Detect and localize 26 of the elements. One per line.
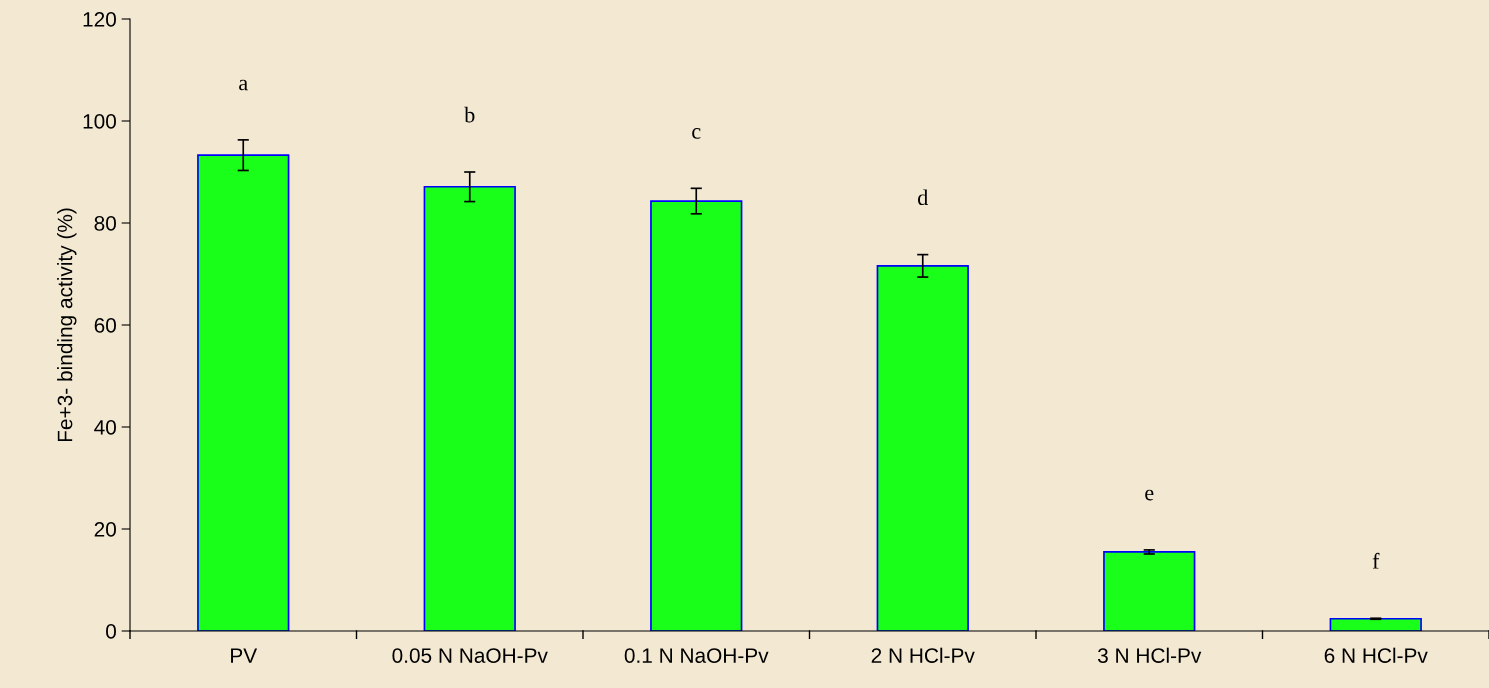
bar	[876, 265, 969, 631]
x-tick-label: PV	[231, 648, 258, 663]
y-tick-label: 40	[94, 420, 116, 435]
y-tick-label: 120	[83, 12, 116, 27]
y-tick-label: 80	[94, 216, 116, 231]
y-tick-label: 100	[83, 114, 116, 129]
y-tick-label: 0	[106, 624, 116, 639]
y-axis-title: Fe+3- binding activity (%)	[57, 208, 77, 442]
x-tick-label: 2 N HCl-Pv	[871, 647, 975, 663]
annotation: c	[692, 128, 701, 139]
bar	[423, 185, 516, 631]
bar	[197, 154, 290, 631]
annotation: e	[1145, 489, 1154, 501]
bar	[1329, 617, 1422, 631]
annotation: f	[1372, 552, 1380, 569]
annotation: a	[239, 79, 248, 91]
x-tick-label: 3 N HCl-Pv	[1097, 647, 1202, 663]
y-tick-label: 20	[94, 522, 116, 537]
bar	[650, 200, 743, 631]
x-tick-label: 0.05 N NaOH-Pv	[392, 648, 548, 663]
x-tick-label: 0.1 N NaOH-Pv	[624, 648, 769, 663]
x-tick-label: 6 N HCl-Pv	[1324, 647, 1428, 663]
bar	[1103, 551, 1196, 631]
annotation: b	[464, 106, 475, 123]
annotation: d	[918, 189, 929, 206]
y-tick-label: 60	[94, 318, 116, 333]
